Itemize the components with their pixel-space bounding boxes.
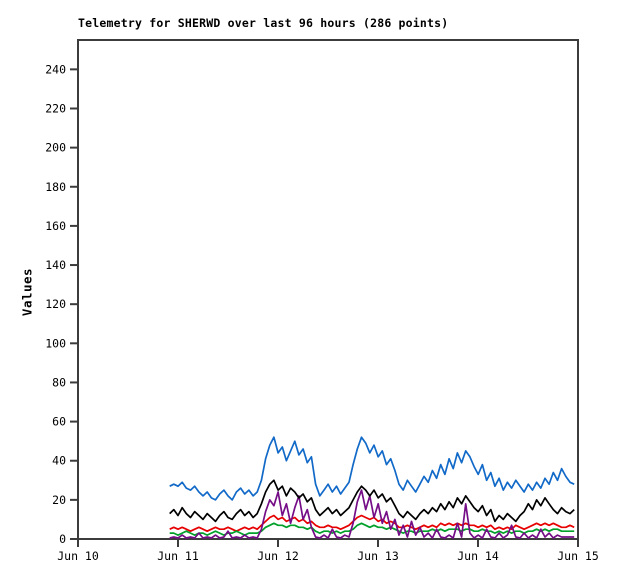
x-tick-label: Jun 13 bbox=[357, 549, 399, 563]
y-tick-label: 60 bbox=[52, 415, 66, 429]
y-tick-label: 80 bbox=[52, 375, 66, 389]
y-tick-label: 20 bbox=[52, 493, 66, 507]
x-tick-label: Jun 12 bbox=[257, 549, 299, 563]
line-series-purple bbox=[169, 489, 575, 539]
x-tick-label: Jun 11 bbox=[157, 549, 199, 563]
line-series-blue bbox=[169, 436, 575, 501]
x-tick-label: Jun 10 bbox=[57, 549, 99, 563]
line-series-green bbox=[169, 522, 575, 536]
y-tick-label: 160 bbox=[45, 219, 66, 233]
y-tick-label: 140 bbox=[45, 258, 66, 272]
y-tick-label: 200 bbox=[45, 141, 66, 155]
y-tick-label: 40 bbox=[52, 454, 66, 468]
plot-frame bbox=[77, 39, 579, 540]
x-tick-label: Jun 15 bbox=[557, 549, 599, 563]
line-series-black bbox=[169, 479, 575, 523]
y-tick-label: 0 bbox=[59, 532, 66, 546]
y-tick-label: 100 bbox=[45, 336, 66, 350]
y-tick-label: 120 bbox=[45, 297, 66, 311]
y-tick-label: 180 bbox=[45, 180, 66, 194]
y-tick-label: 240 bbox=[45, 62, 66, 76]
x-tick-label: Jun 14 bbox=[457, 549, 499, 563]
y-tick-label: 220 bbox=[45, 101, 66, 115]
chart-title: Telemetry for SHERWD over last 96 hours … bbox=[78, 16, 449, 30]
